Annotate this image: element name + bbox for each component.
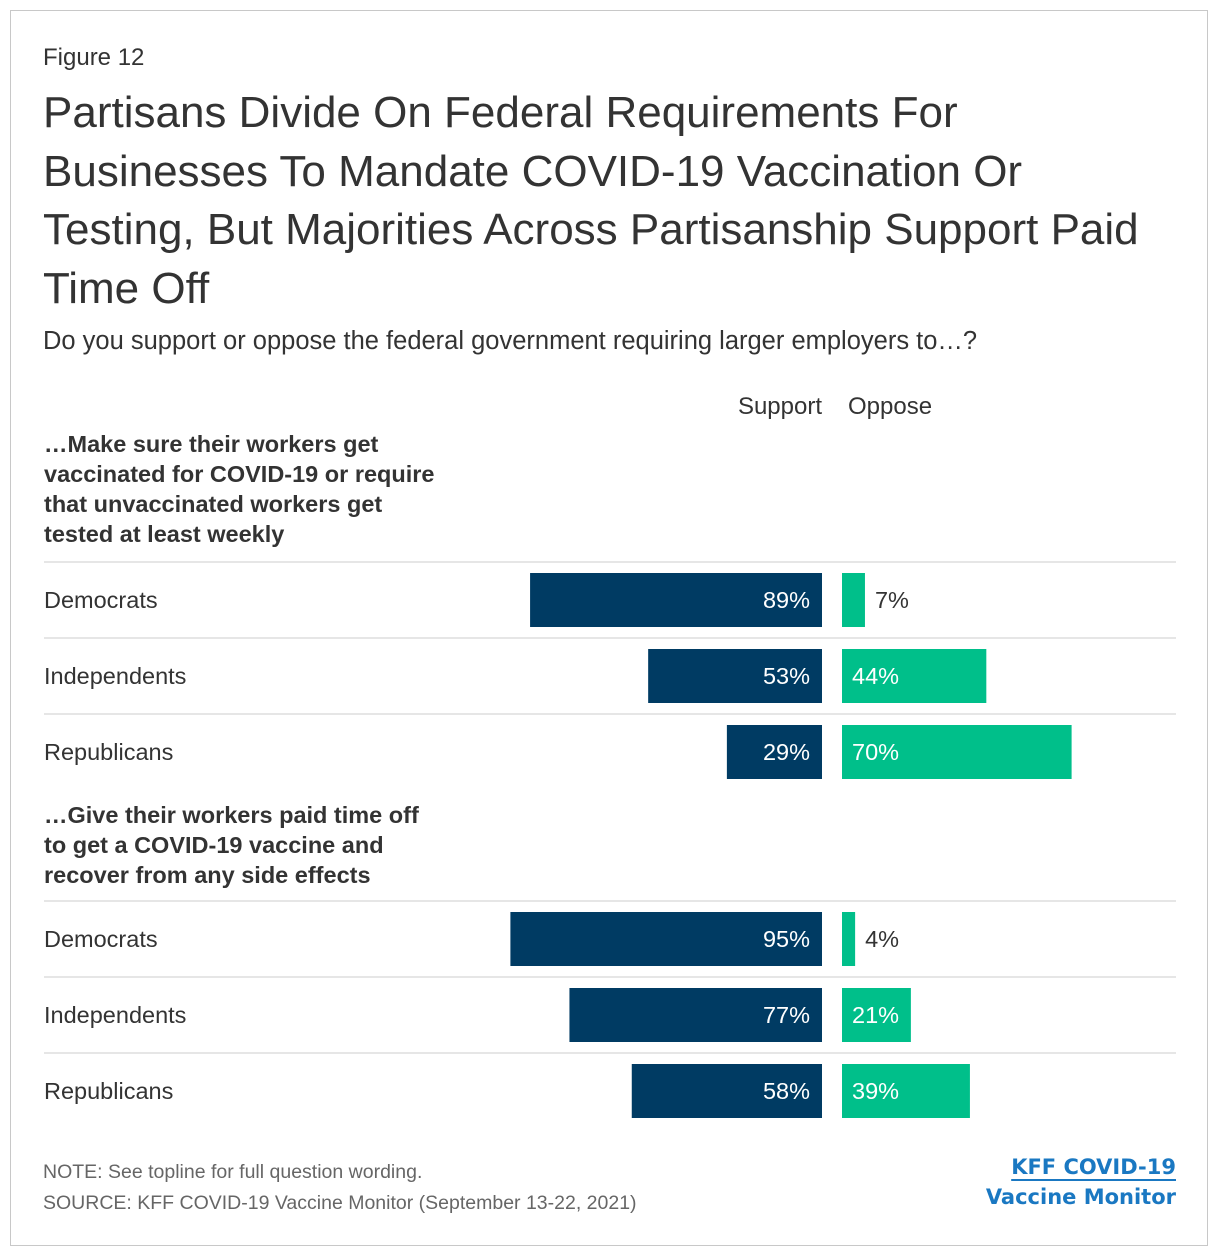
support-bar (648, 649, 822, 703)
oppose-value-label: 39% (852, 1078, 899, 1104)
row-label: Independents (44, 1002, 186, 1028)
group-heading-line: …Give their workers paid time off (44, 802, 419, 828)
oppose-bar (842, 1064, 970, 1118)
support-bar (726, 725, 822, 779)
oppose-bar (842, 988, 911, 1042)
support-bar (510, 912, 822, 966)
oppose-value-label: 70% (852, 739, 899, 765)
group-heading-line: tested at least weekly (44, 521, 284, 547)
support-value-label: 58% (763, 1078, 810, 1104)
support-value-label: 89% (763, 587, 810, 613)
oppose-value-label: 4% (865, 926, 899, 952)
source-text: SOURCE: KFF COVID-19 Vaccine Monitor (Se… (43, 1192, 637, 1214)
group-heading-line: that unvaccinated workers get (44, 491, 382, 517)
oppose-value-label: 44% (852, 663, 899, 689)
support-value-label: 53% (763, 663, 810, 689)
row-label: Republicans (44, 739, 173, 765)
support-value-label: 77% (763, 1002, 810, 1028)
group-heading-line: to get a COVID-19 vaccine and (44, 832, 384, 858)
oppose-bar (842, 649, 987, 703)
oppose-value-label: 7% (875, 587, 909, 613)
legend-oppose: Oppose (848, 393, 932, 420)
logo-line-2: Vaccine Monitor (985, 1185, 1176, 1209)
chart-title: Partisans Divide On Federal Requirements… (43, 88, 1139, 313)
group-heading-line: …Make sure their workers get (44, 431, 379, 457)
oppose-bar (842, 912, 856, 966)
group-heading-line: vaccinated for COVID-19 or require (44, 461, 434, 487)
support-bar (569, 988, 822, 1042)
row-label: Independents (44, 663, 186, 689)
oppose-bar (842, 573, 865, 627)
oppose-bar (842, 725, 1072, 779)
note-text: NOTE: See topline for full question word… (43, 1161, 423, 1183)
row-label: Democrats (44, 587, 158, 613)
row-label: Democrats (44, 926, 158, 952)
kff-logo: KFF COVID-19 Vaccine Monitor (986, 1152, 1176, 1212)
support-bar (631, 1064, 822, 1118)
legend-support: Support (738, 393, 822, 420)
figure-label: Figure 12 (43, 44, 145, 71)
row-label: Republicans (44, 1078, 173, 1104)
group-heading-line: recover from any side effects (44, 862, 371, 888)
support-value-label: 29% (763, 739, 810, 765)
logo-line-1: KFF COVID-19 (1011, 1155, 1176, 1179)
support-bar (530, 573, 822, 627)
oppose-value-label: 21% (852, 1002, 899, 1028)
chart-subtitle: Do you support or oppose the federal gov… (43, 327, 978, 355)
support-value-label: 95% (763, 926, 810, 952)
